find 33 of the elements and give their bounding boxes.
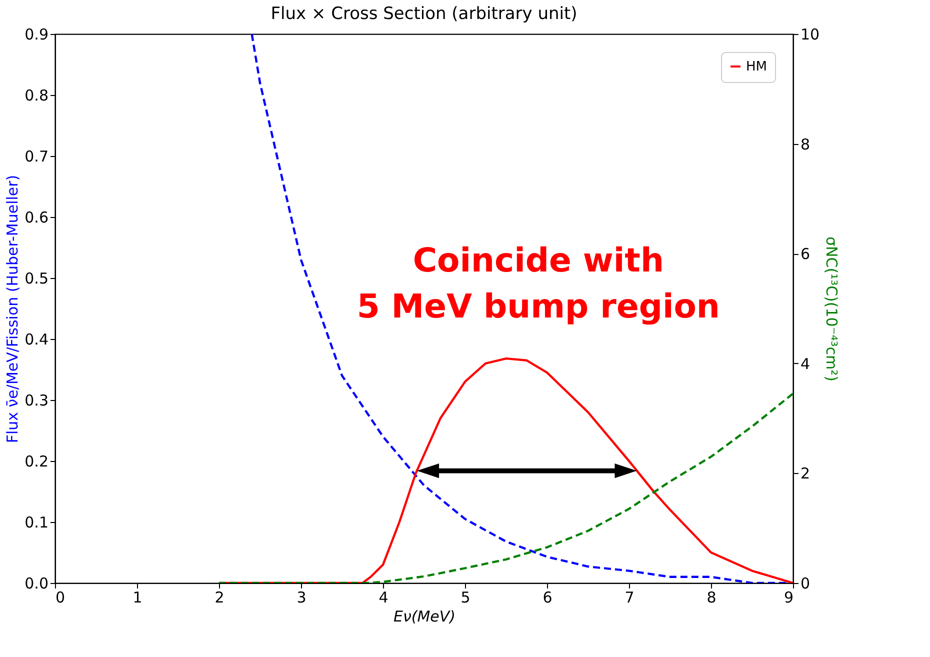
y-tick-label: 0.2 — [24, 452, 48, 470]
y-tick-label: 0.8 — [24, 86, 48, 104]
x-tick-label: 0 — [56, 588, 66, 606]
x-tick-label: 3 — [296, 588, 306, 606]
x-tick-label: 2 — [214, 588, 224, 606]
x-tick-label: 8 — [706, 588, 716, 606]
y2-tick-label: 8 — [800, 135, 810, 154]
annotation: Coincide with 5 MeV bump region — [356, 240, 720, 326]
legend-label: HM — [746, 60, 767, 74]
x-tick-label: 5 — [460, 588, 470, 606]
y-tick-label: 0.3 — [24, 392, 48, 410]
x-tick-label: 6 — [542, 588, 552, 606]
y-tick-label: 0.5 — [24, 270, 48, 288]
y-tick-label: 0.7 — [24, 148, 48, 166]
y-tick-label: 0.9 — [24, 26, 48, 44]
y2-axis-title: σNC(¹³C)(10⁻⁴³cm²) — [822, 236, 841, 382]
y-axis-title: Flux ν̄e/MeV/Fission (Huber-Mueller) — [4, 174, 22, 444]
x-tick-label: 7 — [624, 588, 634, 606]
chart-title: Flux × Cross Section (arbitrary unit) — [270, 4, 578, 24]
y-tick-label: 0.4 — [24, 330, 48, 348]
y-tick-label: 0.6 — [24, 208, 48, 226]
y2-tick-label: 10 — [800, 26, 820, 44]
x-tick-label: 4 — [378, 588, 388, 606]
y-tick-label: 0.1 — [24, 514, 48, 532]
y2-tick-label: 4 — [800, 354, 810, 373]
y2-tick-label: 0 — [800, 574, 810, 592]
x-tick-label: 1 — [132, 588, 142, 606]
line-series — [218, 392, 793, 583]
x-tick-label: 9 — [784, 588, 794, 606]
y2-tick-label: 2 — [800, 464, 810, 483]
y-tick-label: 0.0 — [24, 574, 48, 592]
x-axis-title: Eν(MeV) — [394, 608, 456, 626]
y2-tick-label: 6 — [800, 245, 810, 264]
